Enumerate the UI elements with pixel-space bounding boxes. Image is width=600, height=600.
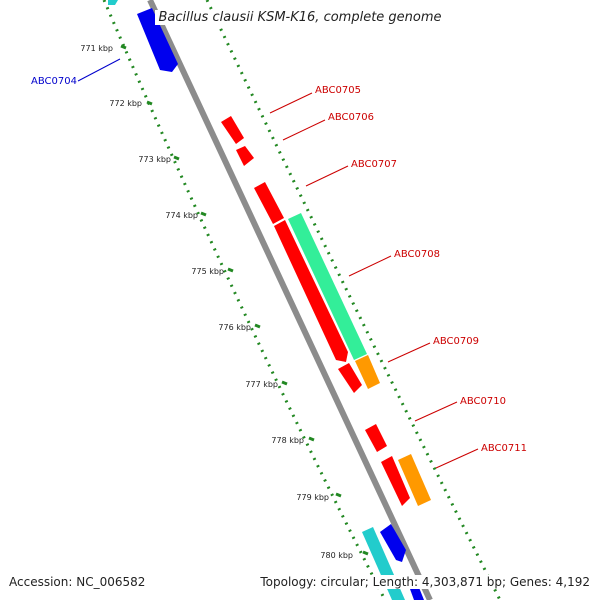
tick-label: 779 kbp — [296, 493, 329, 502]
gene-abc0708-green-feature — [288, 213, 367, 360]
gene-abc0706-feature — [236, 146, 254, 166]
genome-summary: Topology: circular; Length: 4,303,871 bp… — [260, 575, 590, 589]
tick-label: 775 kbp — [191, 267, 224, 276]
gene-abc0711-feature — [381, 456, 410, 506]
gene-abc0710-feature — [365, 424, 387, 452]
accession-text: Accession: NC_006582 — [9, 575, 146, 589]
tick-label: 771 kbp — [80, 44, 113, 53]
tick-label: 776 kbp — [218, 323, 251, 332]
gene-label-abc0708: ABC0708 — [394, 249, 440, 260]
blue-feature-bottom — [380, 524, 406, 562]
genome-summary-block: Topology: circular; Length: 4,303,871 bp… — [260, 575, 590, 589]
gene-label-abc0709: ABC0709 — [433, 336, 479, 347]
gene-abc0707-feature — [254, 182, 284, 224]
genome-title: Bacillus clausii KSM-K16, complete genom… — [155, 10, 445, 25]
gene-label-abc0705: ABC0705 — [315, 85, 361, 96]
tick-label: 777 kbp — [245, 380, 278, 389]
kbp-ticks — [120, 44, 369, 556]
genome-backbone — [147, 0, 433, 600]
features — [108, 0, 431, 600]
gene-label-abc0711: ABC0711 — [481, 443, 527, 454]
label-leaders — [77, 58, 479, 469]
gene-label-abc0710: ABC0710 — [460, 396, 506, 407]
gene-abc0708-feature — [274, 220, 348, 362]
gene-label-abc0706: ABC0706 — [328, 112, 374, 123]
cyan-feature-top — [108, 0, 118, 5]
tick-label: 778 kbp — [271, 436, 304, 445]
accession-block: Accession: NC_006582 — [9, 575, 146, 589]
gene-label-abc0707: ABC0707 — [351, 159, 397, 170]
tick-label: 772 kbp — [109, 99, 142, 108]
gene-abc0704-feature — [137, 8, 178, 72]
gene-label-abc0704: ABC0704 — [31, 76, 77, 87]
gene-abc0705-feature — [221, 116, 244, 144]
tick-label: 774 kbp — [165, 211, 198, 220]
tick-label: 773 kbp — [138, 155, 171, 164]
tick-label: 780 kbp — [320, 551, 353, 560]
genome-title-block: Bacillus clausii KSM-K16, complete genom… — [0, 10, 600, 25]
inner-dotted-track — [102, 0, 387, 600]
gene-abc0711-orange-feature — [398, 454, 431, 506]
gene-abc0709-feature — [338, 363, 362, 393]
gene-abc0709-orange-feature — [355, 355, 380, 389]
